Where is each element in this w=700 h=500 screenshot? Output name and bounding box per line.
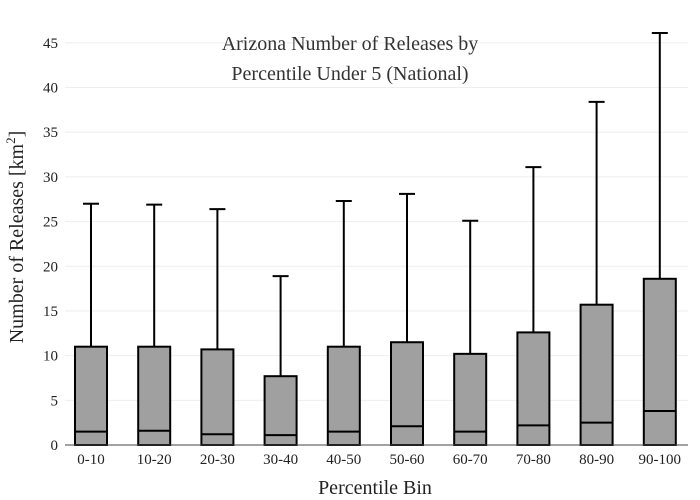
y-tick-label: 5 bbox=[51, 393, 59, 409]
box-plot-item bbox=[326, 200, 361, 446]
x-tick-layer: 0-10 10-20 20-30 30-40 40-50 50-60 60-70 70-80 8… bbox=[77, 452, 681, 468]
chart-title-line-1: Arizona Number of Releases by bbox=[222, 33, 479, 55]
y-tick-label: 25 bbox=[43, 215, 58, 231]
y-tick-label: 10 bbox=[43, 349, 58, 365]
y-tick-label: 15 bbox=[43, 304, 58, 320]
y-axis-label: Number of Releases [km2] bbox=[3, 131, 28, 344]
y-tick-label: 40 bbox=[43, 81, 58, 97]
y-tick-layer: 0 5 10 15 20 25 30 35 40 45 bbox=[43, 36, 58, 454]
y-axis-label-main: Number of Releases [km bbox=[6, 143, 28, 343]
x-tick-label: 70-80 bbox=[516, 452, 551, 468]
x-tick-label: 30-40 bbox=[263, 452, 298, 468]
box-rect bbox=[200, 348, 235, 446]
y-tick-label: 20 bbox=[43, 259, 58, 275]
box-layer bbox=[74, 32, 677, 447]
box-rect bbox=[453, 352, 488, 447]
box-rect bbox=[390, 341, 424, 446]
x-tick-label: 20-30 bbox=[200, 452, 235, 468]
box-plot-item bbox=[390, 192, 424, 446]
chart-title-line-2: Percentile Under 5 (National) bbox=[231, 63, 468, 85]
x-tick-label: 60-70 bbox=[453, 452, 488, 468]
x-axis-label: Percentile Bin bbox=[318, 477, 432, 499]
x-tick-label: 40-50 bbox=[326, 452, 361, 468]
box-plot-item bbox=[74, 202, 108, 446]
box-plot-item bbox=[516, 166, 551, 447]
box-rect bbox=[74, 345, 108, 446]
box-rect bbox=[326, 345, 361, 446]
y-axis-label-superscript: 2 bbox=[3, 137, 18, 144]
box-rect bbox=[579, 303, 614, 446]
box-plot-item bbox=[137, 203, 172, 446]
x-tick-label: 90-100 bbox=[639, 452, 682, 468]
y-tick-label: 45 bbox=[43, 36, 58, 52]
x-tick-label: 0-10 bbox=[77, 452, 105, 468]
y-tick-label: 0 bbox=[51, 438, 59, 454]
box-rect bbox=[516, 331, 551, 447]
box-rect bbox=[642, 277, 677, 446]
box-rect bbox=[263, 375, 298, 447]
box-plot-item bbox=[579, 100, 614, 446]
y-tick-label: 35 bbox=[43, 125, 58, 141]
box-plot-item bbox=[263, 275, 298, 447]
box-plot-item bbox=[200, 208, 235, 446]
x-tick-label: 50-60 bbox=[390, 452, 425, 468]
y-tick-label: 30 bbox=[43, 170, 58, 186]
y-axis-label-end: ] bbox=[6, 131, 28, 138]
x-tick-label: 10-20 bbox=[137, 452, 172, 468]
x-tick-label: 80-90 bbox=[579, 452, 614, 468]
box-plot-item bbox=[453, 219, 488, 447]
box-plot-item bbox=[642, 32, 677, 446]
